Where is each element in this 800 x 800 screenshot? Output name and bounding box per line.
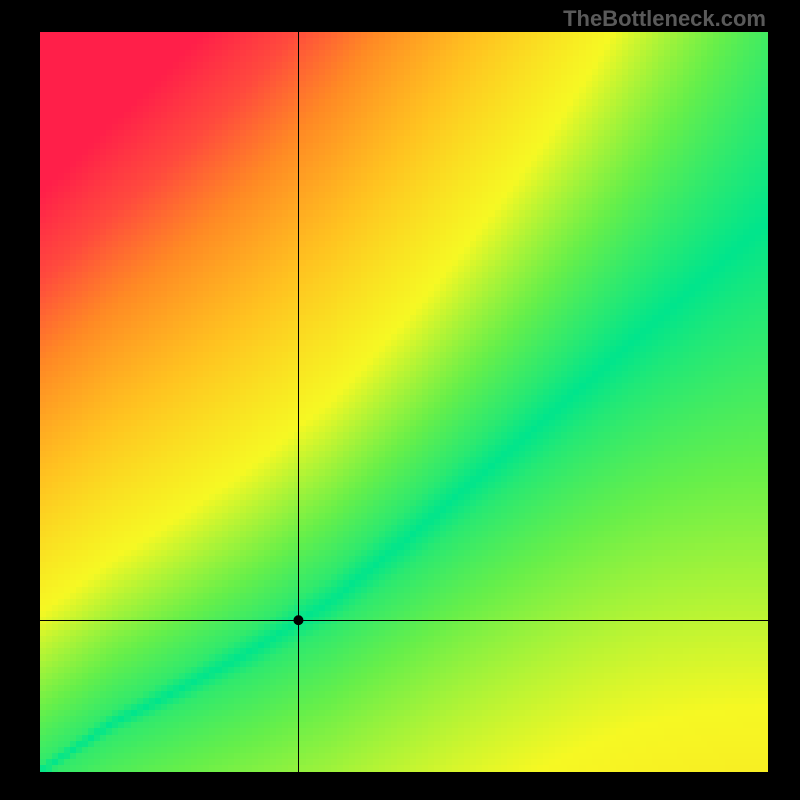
- plot-area: [40, 32, 768, 772]
- watermark-text: TheBottleneck.com: [563, 6, 766, 32]
- chart-container: { "watermark": { "text": "TheBottleneck.…: [0, 0, 800, 800]
- crosshair-overlay: [40, 32, 768, 772]
